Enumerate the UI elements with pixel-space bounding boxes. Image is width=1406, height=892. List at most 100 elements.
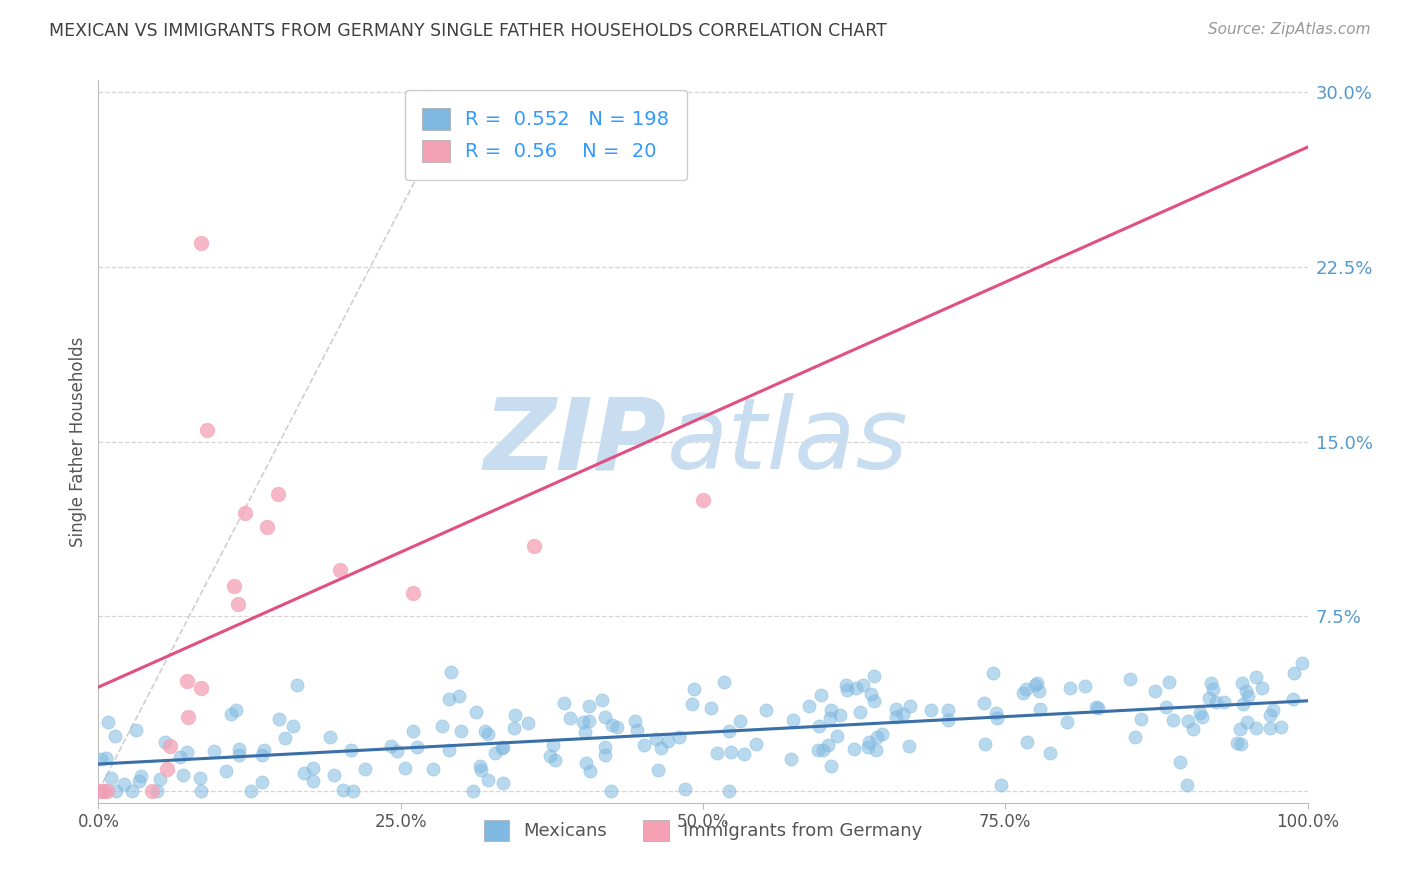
Point <box>1205 695 1227 709</box>
Point <box>870 727 893 741</box>
Point <box>755 703 778 717</box>
Point <box>647 763 669 777</box>
Point <box>657 734 679 748</box>
Point <box>859 687 882 701</box>
Point <box>240 784 263 798</box>
Point <box>129 769 152 783</box>
Point <box>849 705 872 719</box>
Point <box>884 710 907 724</box>
Point <box>256 520 278 534</box>
Point <box>858 735 880 749</box>
Point <box>1182 723 1205 737</box>
Point <box>1154 700 1177 714</box>
Point <box>1261 703 1284 717</box>
Point <box>1244 721 1267 735</box>
Point <box>835 678 858 692</box>
Point <box>817 739 839 753</box>
Point <box>176 674 198 689</box>
Point <box>863 693 886 707</box>
Point <box>578 714 600 728</box>
Point <box>319 731 342 745</box>
Point <box>339 743 361 757</box>
Point <box>1226 736 1249 750</box>
Point <box>779 752 801 766</box>
Point <box>626 723 648 737</box>
Point <box>517 716 540 731</box>
Point <box>125 723 148 737</box>
Point <box>717 784 740 798</box>
Point <box>1161 713 1184 727</box>
Point <box>799 699 821 714</box>
Point <box>222 579 245 593</box>
Point <box>973 737 995 751</box>
Point <box>700 701 723 715</box>
Point <box>825 729 848 743</box>
Point <box>1291 657 1313 671</box>
Point <box>121 784 143 798</box>
Point <box>302 773 325 788</box>
Point <box>1012 685 1035 699</box>
Point <box>683 681 706 696</box>
Point <box>745 737 768 751</box>
Point <box>380 739 402 753</box>
Point <box>807 719 830 733</box>
Point <box>1168 755 1191 769</box>
Point <box>89 784 111 798</box>
Point <box>153 734 176 748</box>
Point <box>250 747 273 762</box>
Point <box>782 713 804 727</box>
Point <box>503 707 526 722</box>
Point <box>281 719 304 733</box>
Point <box>226 597 249 611</box>
Point <box>818 711 841 725</box>
Point <box>1282 691 1305 706</box>
Point <box>523 540 546 554</box>
Point <box>477 773 499 788</box>
Point <box>1232 675 1254 690</box>
Point <box>633 738 655 752</box>
Point <box>112 777 135 791</box>
Point <box>190 784 212 798</box>
Point <box>402 586 425 600</box>
Point <box>1130 712 1153 726</box>
Point <box>1026 675 1049 690</box>
Point <box>228 748 250 763</box>
Point <box>837 682 859 697</box>
Point <box>973 696 995 710</box>
Point <box>810 688 832 702</box>
Point <box>560 711 582 725</box>
Point <box>439 691 461 706</box>
Point <box>606 720 628 734</box>
Text: ZIP: ZIP <box>484 393 666 490</box>
Point <box>267 487 290 501</box>
Point <box>600 717 623 731</box>
Point <box>713 675 735 690</box>
Point <box>322 768 344 782</box>
Point <box>463 784 485 798</box>
Point <box>219 707 242 722</box>
Point <box>141 784 163 798</box>
Point <box>228 742 250 756</box>
Point <box>225 703 247 717</box>
Point <box>820 704 842 718</box>
Point <box>342 784 364 798</box>
Point <box>1059 681 1081 696</box>
Point <box>103 729 125 743</box>
Point <box>267 712 290 726</box>
Point <box>292 766 315 780</box>
Point <box>215 764 238 779</box>
Point <box>172 768 194 782</box>
Point <box>1157 675 1180 690</box>
Point <box>1198 690 1220 705</box>
Point <box>600 784 623 798</box>
Point <box>502 721 524 735</box>
Point <box>1189 706 1212 720</box>
Point <box>437 743 460 757</box>
Point <box>813 743 835 757</box>
Point <box>553 696 575 710</box>
Point <box>856 740 879 755</box>
Point <box>852 678 875 692</box>
Point <box>572 715 595 730</box>
Point <box>1251 681 1274 695</box>
Point <box>405 739 427 754</box>
